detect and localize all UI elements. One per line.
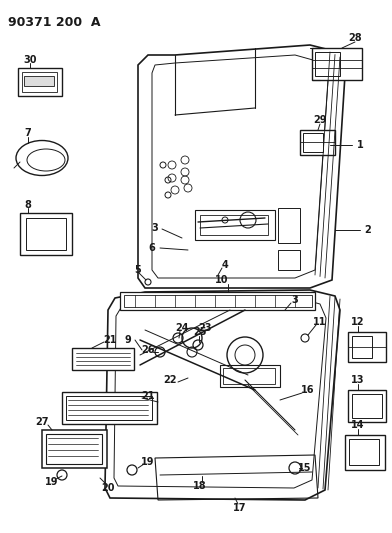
Bar [349, 439, 379, 465]
Bar [66, 396, 152, 420]
Text: 11: 11 [313, 317, 327, 327]
Text: 3: 3 [152, 223, 158, 233]
Bar [278, 208, 300, 243]
Bar [195, 210, 275, 240]
Bar [46, 434, 102, 464]
Bar [200, 215, 268, 235]
Bar [18, 68, 62, 96]
Text: 12: 12 [351, 317, 365, 327]
Bar [345, 435, 385, 470]
Text: 13: 13 [351, 375, 365, 385]
Bar [26, 218, 66, 250]
Text: 1: 1 [357, 140, 363, 150]
Bar [348, 390, 386, 422]
Text: 15: 15 [298, 463, 312, 473]
Bar [22, 72, 57, 92]
Bar [315, 52, 340, 76]
Text: 20: 20 [101, 483, 115, 493]
Text: 16: 16 [301, 385, 315, 395]
Text: 4: 4 [221, 260, 229, 270]
Bar [223, 368, 275, 384]
Bar [348, 332, 386, 362]
Text: 8: 8 [25, 200, 31, 210]
Bar [72, 348, 134, 370]
Text: 22: 22 [163, 375, 177, 385]
Text: 24: 24 [175, 323, 189, 333]
Bar [120, 292, 315, 310]
Text: 28: 28 [348, 33, 362, 43]
Bar [24, 76, 54, 86]
Text: 17: 17 [233, 503, 247, 513]
Text: 6: 6 [149, 243, 155, 253]
Text: 10: 10 [215, 275, 229, 285]
Text: 19: 19 [141, 457, 155, 467]
Text: 9: 9 [125, 335, 131, 345]
Bar [62, 392, 157, 424]
Ellipse shape [27, 149, 65, 171]
Bar [42, 430, 107, 468]
Text: 23: 23 [198, 323, 212, 333]
Text: 7: 7 [25, 128, 31, 138]
Text: 19: 19 [45, 477, 59, 487]
Bar [312, 48, 362, 80]
Bar [352, 394, 382, 418]
Bar [220, 365, 280, 387]
Polygon shape [105, 290, 340, 500]
Text: 5: 5 [134, 265, 142, 275]
Text: 29: 29 [313, 115, 327, 125]
Text: 30: 30 [23, 55, 37, 65]
Bar [352, 336, 372, 358]
Bar [20, 213, 72, 255]
Text: 14: 14 [351, 420, 365, 430]
Text: 25: 25 [193, 327, 207, 337]
Text: 3: 3 [292, 295, 298, 305]
Ellipse shape [16, 141, 68, 175]
Text: 90371 200  A: 90371 200 A [8, 16, 100, 29]
Bar [124, 295, 312, 307]
Text: 21: 21 [141, 391, 155, 401]
Bar [278, 250, 300, 270]
Bar [300, 130, 335, 155]
Text: 27: 27 [35, 417, 49, 427]
Text: 26: 26 [141, 345, 155, 355]
Text: 18: 18 [193, 481, 207, 491]
Polygon shape [138, 45, 345, 288]
Bar [303, 133, 323, 152]
Text: 2: 2 [365, 225, 371, 235]
Text: 21: 21 [103, 335, 117, 345]
